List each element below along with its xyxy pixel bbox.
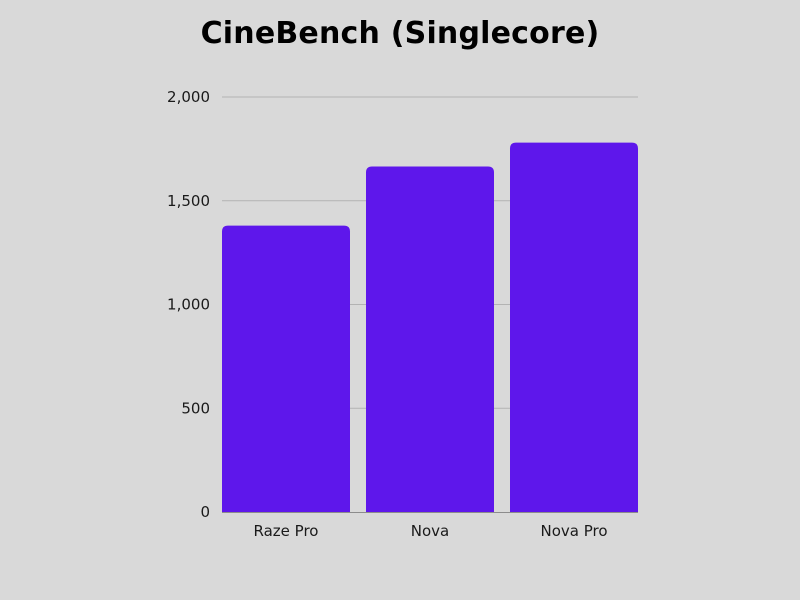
y-tick-label: 1,500	[167, 192, 210, 210]
y-tick-label: 2,000	[167, 88, 210, 106]
chart-title: CineBench (Singlecore)	[200, 16, 600, 51]
bar-raze-pro	[222, 225, 350, 512]
y-tick-label: 0	[200, 503, 210, 521]
x-category-label: Nova Pro	[540, 522, 607, 540]
x-category-label: Raze Pro	[254, 522, 319, 540]
y-tick-label: 500	[181, 399, 210, 417]
x-category-label: Nova	[411, 522, 449, 540]
y-tick-label: 1,000	[167, 296, 210, 314]
bar-nova-pro	[510, 142, 638, 512]
bar-nova	[366, 166, 494, 512]
